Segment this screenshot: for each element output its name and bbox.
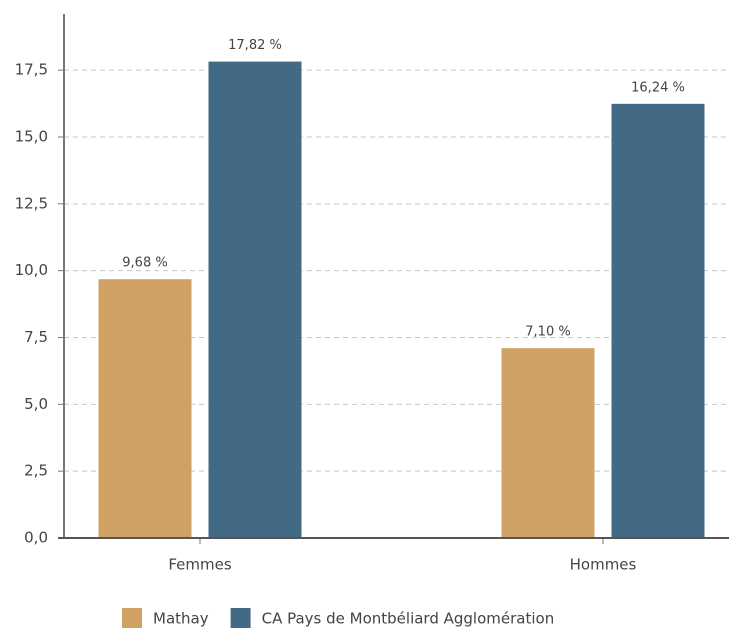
legend-label: CA Pays de Montbéliard Agglomération: [262, 610, 555, 628]
y-tick-label: 7,5: [24, 328, 48, 346]
value-label: 17,82 %: [228, 38, 282, 53]
y-tick-label: 17,5: [15, 61, 48, 79]
y-tick-label: 10,0: [15, 261, 48, 279]
y-tick-label: 12,5: [15, 194, 48, 212]
y-tick-label: 5,0: [24, 395, 48, 413]
y-tick-label: 0,0: [24, 529, 48, 547]
y-tick-label: 15,0: [15, 127, 48, 145]
x-tick-label: Hommes: [570, 556, 637, 574]
bar: [208, 61, 302, 538]
bar: [611, 103, 705, 538]
legend-swatch: [230, 608, 251, 628]
value-label: 9,68 %: [122, 256, 167, 271]
x-tick-label: Femmes: [168, 556, 231, 574]
legend-label: Mathay: [153, 610, 209, 628]
y-tick-label: 2,5: [24, 462, 48, 480]
legend-swatch: [122, 608, 142, 628]
bar: [98, 279, 192, 538]
value-label: 7,10 %: [525, 325, 570, 340]
bar: [501, 348, 595, 538]
value-label: 16,24 %: [631, 80, 685, 95]
